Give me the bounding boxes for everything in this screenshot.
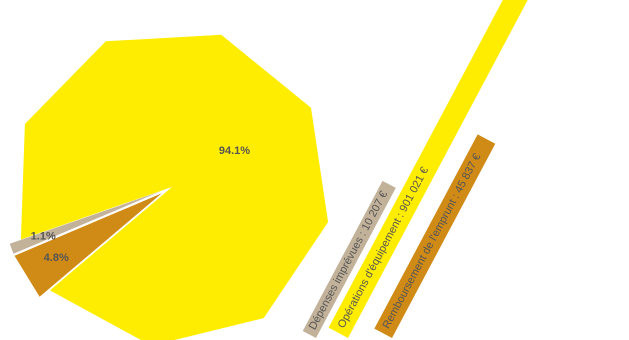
legend-swatch xyxy=(328,0,546,338)
legend: Dépenses imprévues : 10 207 €Opérations … xyxy=(302,0,546,338)
pie-slice xyxy=(9,191,161,254)
slice-percent-label: 1.1% xyxy=(31,231,56,243)
legend-item: Opérations d'équipement : 901 021 € xyxy=(328,0,546,338)
legend-swatch xyxy=(302,180,396,338)
slice-percent-label: 94.1% xyxy=(219,145,250,157)
pie-slices xyxy=(9,34,329,340)
slice-percent-label: 4.8% xyxy=(44,252,69,264)
pie-slice xyxy=(14,193,162,297)
percent-labels: 1.1% 94.1% 4.8% xyxy=(31,145,251,264)
pie-slice xyxy=(20,34,329,340)
legend-swatch xyxy=(374,134,496,338)
